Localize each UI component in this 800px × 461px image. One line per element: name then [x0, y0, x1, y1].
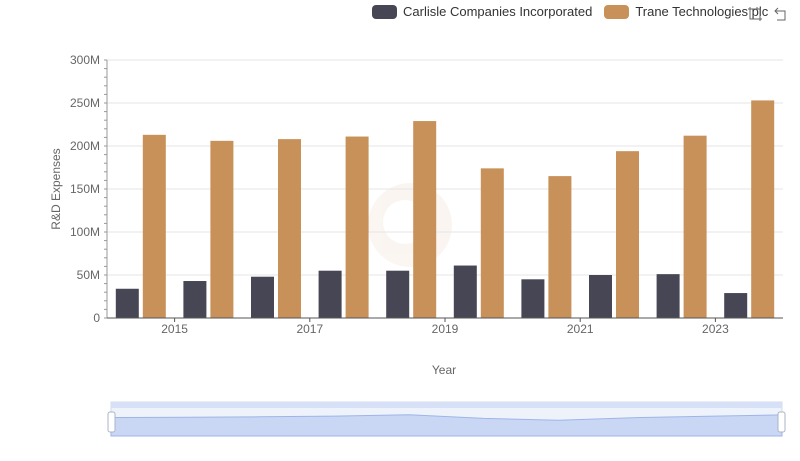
- zoom-preview-area: [110, 414, 783, 437]
- legend-label-trane: Trane Technologies plc: [635, 4, 769, 19]
- watermark-logo: [368, 183, 452, 267]
- y-tick-label: 50M: [77, 268, 100, 282]
- x-axis-label: Year: [432, 363, 456, 377]
- y-tick-label: 300M: [70, 53, 100, 67]
- bar-trane-2015: [210, 140, 234, 318]
- bar-trane-2017: [345, 136, 369, 318]
- y-tick-label: 150M: [70, 182, 100, 196]
- bar-carlisle-2016: [251, 276, 274, 318]
- bar-carlisle-2022: [656, 274, 680, 318]
- zoom-handle-right[interactable]: [777, 411, 786, 433]
- zoom-top-bar[interactable]: [111, 402, 782, 408]
- x-tick-label: 2019: [432, 322, 459, 336]
- bar-trane-2022: [683, 135, 707, 318]
- legend-swatch-trane: [604, 4, 630, 19]
- legend-item-trane[interactable]: Trane Technologies plc: [604, 4, 768, 19]
- y-tick-label: 100M: [70, 225, 100, 239]
- toolbox: [747, 6, 789, 22]
- legend: Carlisle Companies Incorporated Trane Te…: [372, 4, 774, 19]
- x-tick-label: 2015: [161, 322, 188, 336]
- legend-item-carlisle[interactable]: Carlisle Companies Incorporated: [372, 4, 592, 19]
- legend-label-carlisle: Carlisle Companies Incorporated: [403, 4, 593, 19]
- bar-trane-2018: [413, 121, 437, 318]
- restore-icon[interactable]: [773, 6, 789, 22]
- bar-carlisle-2020: [521, 279, 545, 318]
- x-tick-label: 2017: [296, 322, 323, 336]
- bar-carlisle-2023: [724, 293, 748, 318]
- bar-trane-2021: [616, 151, 639, 318]
- y-tick-label: 0: [93, 311, 100, 325]
- data-zoom-slider[interactable]: [107, 401, 786, 437]
- x-tick-label: 2021: [567, 322, 594, 336]
- y-axis-label: R&D Expenses: [49, 148, 63, 229]
- bar-trane-2014: [142, 134, 166, 318]
- bar-trane-2020: [548, 176, 572, 318]
- bar-carlisle-2018: [386, 270, 410, 318]
- bar-trane-2023: [751, 100, 775, 318]
- bar-carlisle-2017: [318, 270, 342, 318]
- x-tick-label: 2023: [702, 322, 729, 336]
- bar-trane-2019: [480, 168, 504, 318]
- bar-carlisle-2021: [589, 275, 612, 318]
- y-tick-label: 250M: [70, 96, 100, 110]
- bar-carlisle-2014: [115, 288, 139, 318]
- bar-carlisle-2015: [183, 281, 207, 318]
- y-tick-label: 200M: [70, 139, 100, 153]
- zoom-icon[interactable]: [747, 6, 763, 22]
- bar-carlisle-2019: [453, 265, 477, 318]
- bar-trane-2016: [278, 139, 301, 318]
- zoom-handle-left[interactable]: [107, 411, 116, 433]
- legend-swatch-carlisle: [372, 4, 397, 19]
